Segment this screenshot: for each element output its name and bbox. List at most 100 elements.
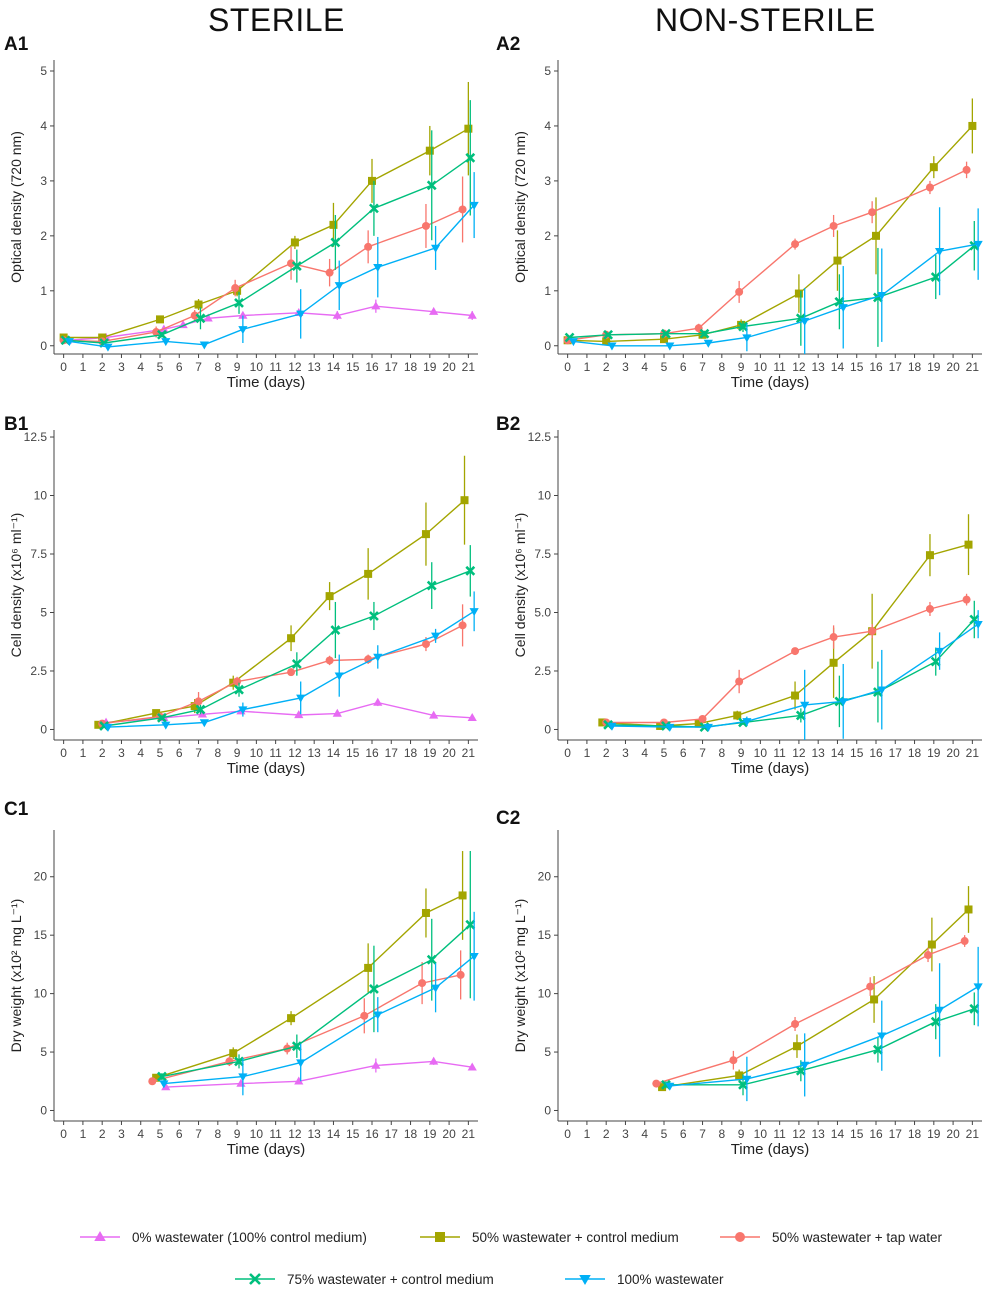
a1-data-point [103, 343, 113, 352]
b1-series-w0 [101, 697, 477, 726]
b2-data-point [829, 658, 838, 667]
c2-data-point [791, 1020, 800, 1028]
b1-series-line-w50c [98, 499, 465, 726]
b2-x-tick-label: 10 [754, 746, 768, 760]
c2-data-point [738, 1079, 748, 1090]
a1-data-point [296, 310, 306, 319]
b1-y-tick-label: 2.5 [30, 664, 47, 678]
c1-data-point [431, 984, 441, 993]
b1-data-point [330, 625, 341, 635]
legend-item-w50c: 50% wastewater + control medium [420, 1230, 679, 1245]
a1-data-point [157, 329, 167, 340]
panel-label-a1: A1 [4, 34, 29, 55]
c2-y-axis-title: Dry weight (x10² mg L⁻¹) [512, 899, 528, 1053]
a1-series-line-w100 [69, 204, 475, 348]
c2-x-tick-label: 20 [946, 1127, 960, 1141]
b1-x-tick-label: 14 [327, 746, 341, 760]
b2-data-point [733, 711, 742, 720]
b1-x-tick-label: 19 [423, 746, 437, 760]
b2-x-tick-label: 4 [641, 746, 648, 760]
b1-data-point [431, 632, 441, 641]
c1-data-point [465, 919, 476, 930]
b2-data-point [935, 647, 945, 656]
c1-x-tick-label: 15 [346, 1127, 360, 1141]
c2-series-line-w100 [669, 986, 979, 1087]
a1-data-point [161, 338, 171, 347]
a1-data-point [467, 310, 477, 319]
b2-x-tick-label: 9 [738, 746, 745, 760]
a1-data-point [329, 220, 338, 229]
a1-data-point [421, 221, 430, 230]
a1-series-line-w75 [65, 157, 471, 344]
a1-x-tick-label: 19 [423, 360, 437, 374]
a1-series-w75 [60, 100, 476, 348]
a1-data-point [325, 268, 334, 277]
c1-x-tick-label: 21 [462, 1127, 476, 1141]
a1-y-tick-label: 2 [40, 229, 47, 243]
a2-data-point [930, 272, 941, 282]
b1-data-point [469, 608, 479, 617]
b1-x-tick-label: 1 [80, 746, 87, 760]
b2-x-tick-label: 13 [812, 746, 826, 760]
a2-x-tick-label: 2 [603, 360, 610, 374]
b2-x-tick-label: 7 [699, 746, 706, 760]
c2-x-tick-label: 16 [869, 1127, 883, 1141]
b2-x-tick-label: 16 [869, 746, 883, 760]
c1-series-w75 [157, 851, 476, 1082]
c1-data-point [467, 1062, 477, 1071]
legend-item-w75: 75% wastewater + control medium [235, 1272, 494, 1287]
a1-data-point [425, 146, 434, 155]
a2-series-w75 [564, 221, 980, 347]
a2-y-tick-label: 5 [544, 64, 551, 78]
b1-x-tick-label: 6 [176, 746, 183, 760]
b1-data-point [234, 684, 244, 695]
a2-data-point [794, 289, 803, 298]
a2-y-tick-label: 3 [544, 174, 551, 188]
a2-x-tick-label: 17 [889, 360, 903, 374]
b2-series-w75 [603, 600, 980, 733]
legend-label: 100% wastewater [617, 1272, 724, 1287]
b2-data-point [800, 701, 810, 710]
a2-data-point [738, 321, 748, 332]
b2-x-tick-label: 20 [946, 746, 960, 760]
b1-data-point [233, 677, 242, 686]
a1-data-point [364, 242, 373, 251]
b1-data-point [94, 720, 103, 729]
c2-y-tick-label: 10 [538, 987, 552, 1001]
a1-x-tick-label: 2 [99, 360, 106, 374]
c1-y-tick-label: 15 [34, 928, 48, 942]
b1-y-tick-label: 10 [34, 489, 48, 503]
a1-x-tick-label: 8 [214, 360, 221, 374]
b2-y-axis-title: Cell density (x10⁶ ml⁻¹) [512, 513, 528, 658]
b1-y-tick-label: 7.5 [30, 547, 47, 561]
a2-data-point [962, 165, 971, 174]
c1-series-w100 [159, 911, 479, 1096]
a1-data-point [330, 237, 341, 248]
b1-data-point [334, 672, 344, 681]
panel-label-b1: B1 [4, 414, 29, 435]
a1-x-tick-label: 0 [60, 360, 67, 374]
b1-x-tick-label: 7 [195, 746, 202, 760]
a1-x-tick-label: 7 [195, 360, 202, 374]
a2-series-line-w100 [573, 243, 979, 347]
c1-x-tick-label: 6 [176, 1127, 183, 1141]
c1-series-line-w100 [163, 955, 475, 1085]
a1-x-tick-label: 21 [462, 360, 476, 374]
c1-data-point [161, 1082, 171, 1091]
c1-data-point [229, 1049, 238, 1058]
b2-series-w50t [602, 593, 971, 727]
b1-data-point [465, 565, 476, 576]
a1-series-w50c [59, 81, 473, 342]
c1-y-tick-label: 0 [40, 1103, 47, 1117]
b2-data-point [925, 551, 934, 560]
b1-data-point [369, 611, 379, 621]
legend-item-w50t: 50% wastewater + tap water [720, 1230, 942, 1245]
a2-x-tick-label: 7 [699, 360, 706, 374]
b2-x-tick-label: 2 [603, 746, 610, 760]
a1-y-axis-title: Optical density (720 nm) [8, 131, 24, 283]
b2-data-point [742, 718, 752, 727]
c1-x-tick-label: 10 [250, 1127, 264, 1141]
a2-series-w50c [563, 98, 977, 346]
c2-x-tick-label: 12 [792, 1127, 806, 1141]
c2-data-point [969, 1003, 980, 1014]
